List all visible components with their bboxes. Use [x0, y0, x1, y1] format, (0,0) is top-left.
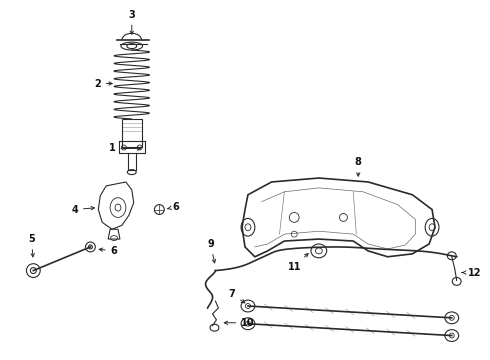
Bar	[122, 119, 142, 147]
Text: 6: 6	[99, 246, 118, 256]
Text: 1: 1	[109, 144, 141, 153]
Text: 11: 11	[288, 253, 308, 272]
Text: 6: 6	[167, 202, 179, 212]
Text: 7: 7	[229, 289, 245, 303]
Text: 3: 3	[128, 10, 135, 34]
Text: 9: 9	[207, 239, 216, 263]
Text: 2: 2	[94, 78, 112, 89]
Text: 4: 4	[71, 204, 95, 215]
Text: 10: 10	[224, 318, 255, 328]
Text: 8: 8	[355, 157, 362, 176]
Text: 12: 12	[462, 267, 481, 278]
Text: 5: 5	[28, 234, 35, 257]
